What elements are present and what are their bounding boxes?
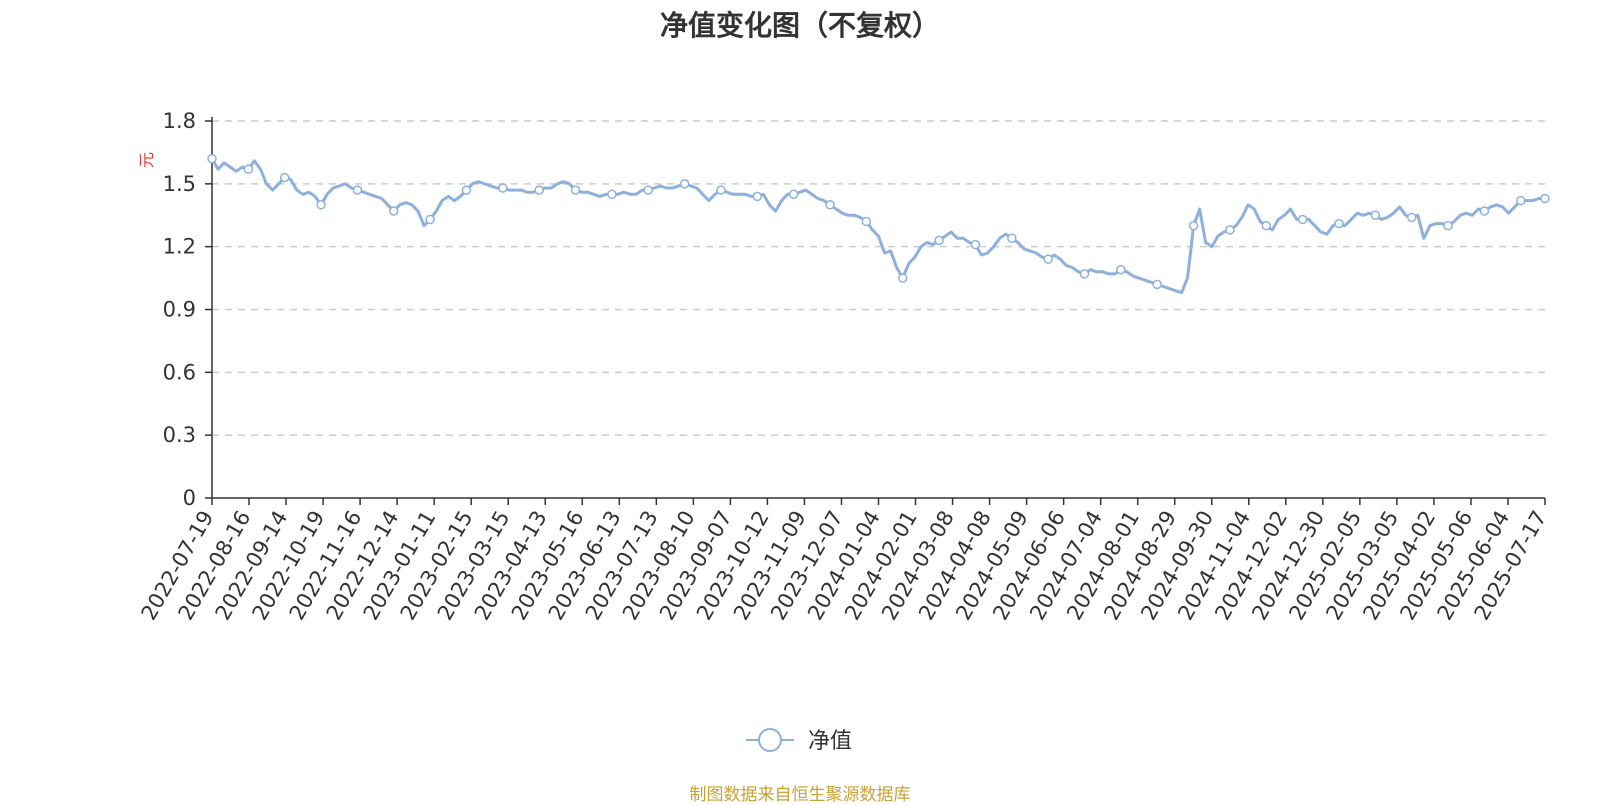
data-point <box>1479 206 1490 216</box>
data-point <box>461 185 472 195</box>
series-line <box>210 157 1547 295</box>
data-point <box>1043 254 1053 264</box>
data-point <box>1152 279 1162 290</box>
data-point <box>352 185 363 195</box>
data-point <box>1443 220 1453 231</box>
y-tick-label: 1.8 <box>163 109 196 133</box>
data-point <box>1370 210 1381 220</box>
data-point <box>316 200 326 210</box>
data-point <box>716 185 726 195</box>
legend-label[interactable]: 净值 <box>808 729 852 754</box>
y-tick-label: 0 <box>183 486 196 510</box>
data-point <box>1188 220 1199 231</box>
grid-lines <box>212 120 1545 436</box>
data-point <box>897 273 908 283</box>
y-tick-label: 0.6 <box>163 360 196 384</box>
y-tick-label: 0.9 <box>163 298 196 322</box>
data-point <box>825 200 835 210</box>
data-point <box>1297 214 1308 225</box>
data-point <box>970 239 981 250</box>
data-point <box>1225 225 1235 235</box>
y-tick-label: 0.3 <box>163 423 196 447</box>
data-point <box>425 214 435 225</box>
chart-title: 净值变化图（不复权） <box>659 9 940 42</box>
data-point <box>1540 193 1550 204</box>
data-point <box>1516 195 1526 206</box>
data-point <box>534 185 544 195</box>
data-point <box>279 172 290 183</box>
footer-credit: 制图数据来自恒生聚源数据库 <box>689 785 911 805</box>
data-point <box>752 191 763 202</box>
y-tick-label: 1.2 <box>163 235 196 259</box>
data-point <box>934 235 944 246</box>
data-point <box>243 164 254 174</box>
y-tick-label: 1.5 <box>163 172 196 196</box>
data-point <box>1334 218 1344 229</box>
data-point <box>207 153 217 164</box>
y-axis-label: 元 <box>137 152 156 168</box>
data-point <box>570 185 581 195</box>
data-point <box>643 185 654 195</box>
data-point <box>1079 269 1090 279</box>
data-point <box>607 189 617 200</box>
data-point <box>389 206 399 216</box>
data-point <box>1406 212 1417 223</box>
series-layer <box>207 153 1550 295</box>
data-point <box>679 179 690 189</box>
data-point <box>1261 220 1272 231</box>
legend-marker-icon[interactable] <box>758 728 782 752</box>
legend[interactable]: 净值 <box>746 728 852 754</box>
data-point <box>1116 264 1126 275</box>
data-point <box>1007 233 1017 244</box>
line-chart: 00.30.60.91.21.51.82022-07-192022-08-162… <box>137 109 1552 754</box>
data-point <box>498 183 508 193</box>
data-point <box>861 216 872 227</box>
data-point <box>788 189 799 200</box>
